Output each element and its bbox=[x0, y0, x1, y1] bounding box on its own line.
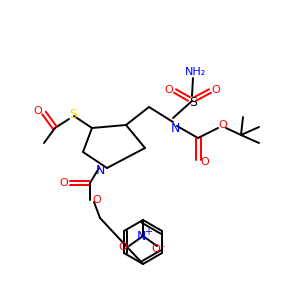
Text: O: O bbox=[118, 242, 127, 252]
Text: O: O bbox=[34, 106, 42, 116]
Text: NH₂: NH₂ bbox=[184, 67, 206, 77]
Text: O⁻: O⁻ bbox=[152, 244, 166, 254]
Text: O: O bbox=[212, 85, 220, 95]
Text: O: O bbox=[60, 178, 68, 188]
Text: N: N bbox=[95, 164, 105, 176]
Text: O: O bbox=[165, 85, 173, 95]
Text: N: N bbox=[136, 230, 146, 242]
Text: O: O bbox=[201, 157, 209, 167]
Text: +: + bbox=[144, 227, 152, 237]
Text: S: S bbox=[69, 109, 77, 122]
Text: N: N bbox=[170, 122, 180, 134]
Text: O: O bbox=[219, 120, 227, 130]
Text: S: S bbox=[189, 95, 197, 109]
Text: O: O bbox=[93, 195, 101, 205]
